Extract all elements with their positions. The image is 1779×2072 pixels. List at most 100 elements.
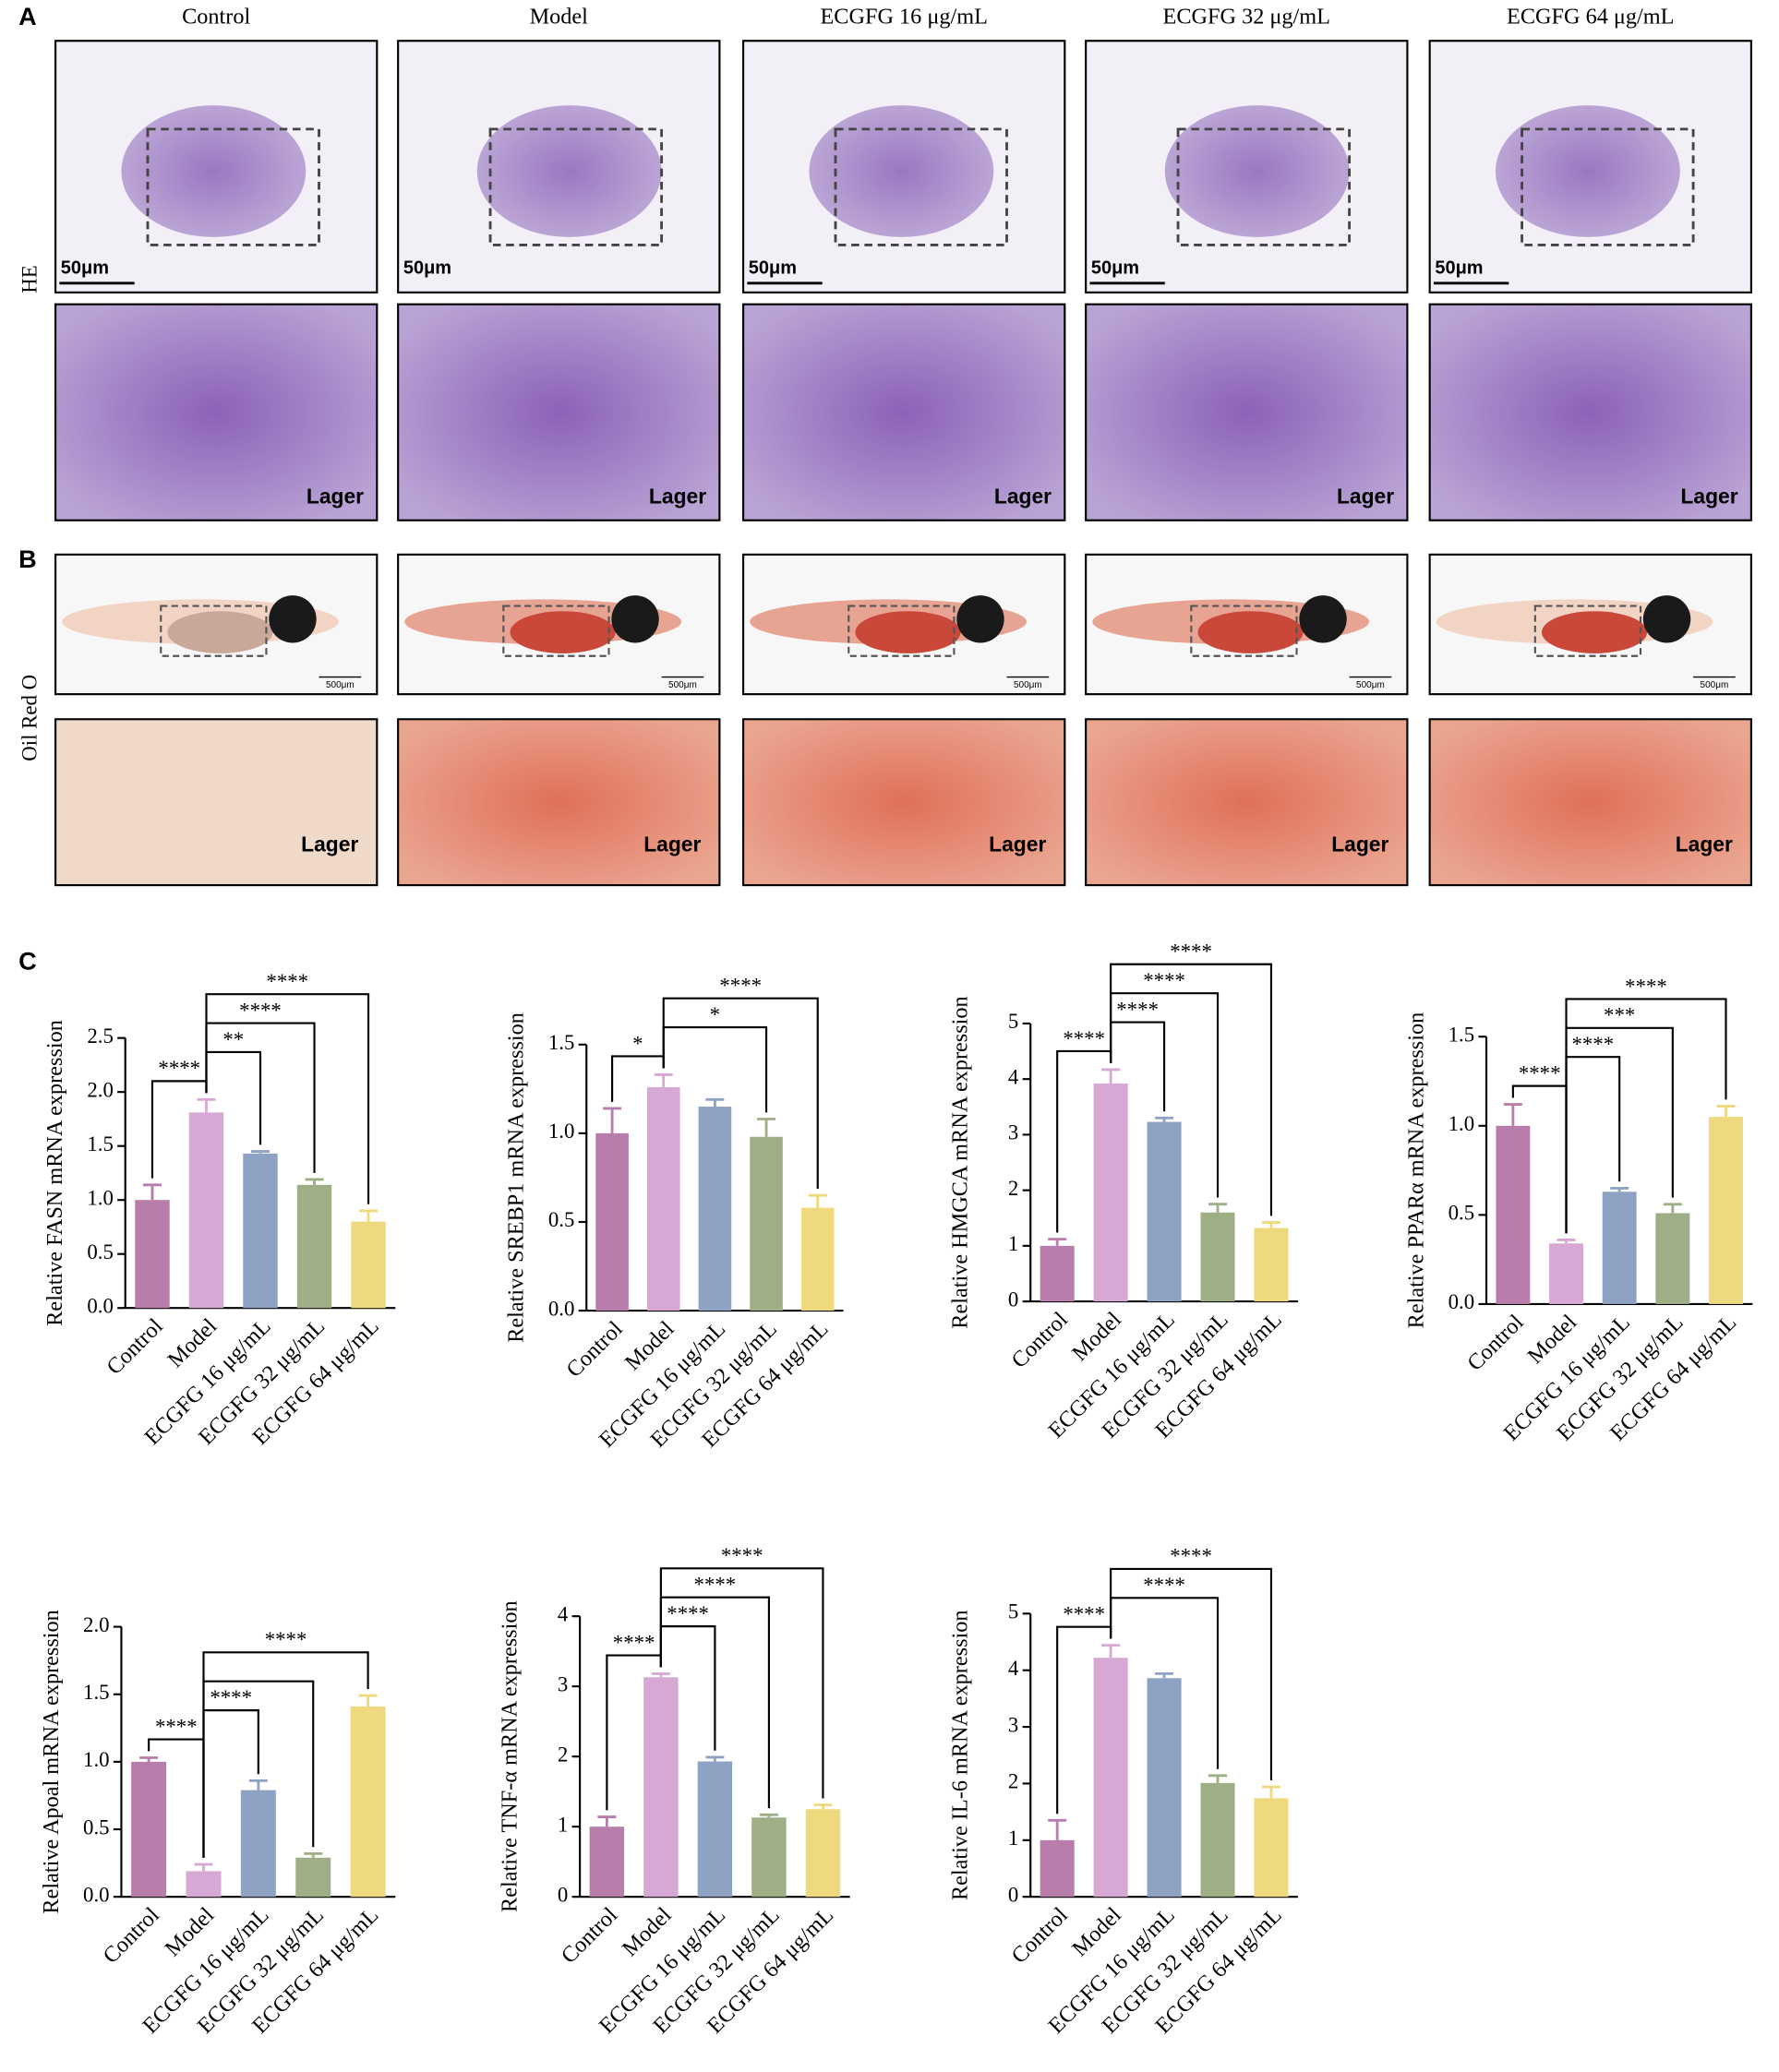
y-tick-label: 0.5 (87, 1240, 114, 1264)
fish-gut (510, 611, 616, 653)
zoom-box (1176, 127, 1352, 246)
significance-label: **** (239, 999, 282, 1022)
significance-bracket (1110, 1567, 1273, 1780)
column-header: ECGFG 16 μg/mL (820, 5, 987, 30)
y-tick-label: 2 (558, 1743, 568, 1766)
significance-label: **** (721, 1544, 763, 1567)
fish-eye (611, 595, 659, 643)
zoom-label: Lager (649, 485, 706, 509)
he-tissue (1496, 105, 1680, 237)
scale-label: 50μm (749, 258, 797, 278)
y-tick-label: 4 (1008, 1065, 1019, 1088)
significance-label: * (710, 1003, 720, 1026)
zoom-label: Lager (643, 832, 701, 856)
significance-label: **** (719, 974, 762, 997)
column-header: ECGFG 64 μg/mL (1507, 5, 1674, 30)
significance-label: **** (667, 1602, 709, 1625)
bar (1549, 1243, 1583, 1304)
significance-bracket (662, 997, 819, 1190)
he-zoom (54, 303, 379, 521)
y-tick-label: 0 (558, 1883, 568, 1906)
zoom-label: Lager (1680, 485, 1737, 509)
fish-gut (1197, 611, 1304, 653)
significance-bracket (1565, 998, 1727, 1234)
bar (1200, 1212, 1235, 1302)
x-tick-label: Control (1006, 1902, 1073, 1969)
y-tick-label: 0.5 (83, 1815, 110, 1838)
significance-label: **** (1519, 1061, 1561, 1084)
y-axis-label: Relative FASN mRNA expression (42, 1020, 67, 1326)
zoom-box (146, 127, 320, 246)
bar (805, 1809, 841, 1898)
scale-label: 500μm (668, 680, 697, 690)
x-tick-label: Control (1006, 1307, 1073, 1373)
bar (1254, 1228, 1289, 1302)
fish-eye (956, 595, 1004, 643)
significance-label: **** (1572, 1033, 1615, 1056)
bar (186, 1871, 222, 1898)
y-tick-label: 1 (1008, 1826, 1018, 1850)
zoom-box (160, 605, 268, 657)
bar (1040, 1245, 1075, 1302)
scale-label: 50μm (1435, 258, 1483, 278)
y-tick-label: 0.0 (87, 1294, 114, 1317)
significance-label: * (632, 1032, 643, 1055)
scale-label: 500μm (1014, 680, 1042, 690)
significance-label: **** (158, 1057, 200, 1080)
he-zoom (397, 303, 721, 521)
bar (296, 1184, 332, 1309)
significance-label: **** (1143, 1574, 1185, 1597)
x-tick-label: Control (102, 1313, 168, 1380)
he-zoom (1085, 303, 1409, 521)
zoom-box (1533, 605, 1642, 657)
panel-label: B (18, 545, 37, 573)
y-tick-label: 1.5 (548, 1031, 575, 1054)
y-tick-label: 0.5 (548, 1208, 575, 1231)
fish-gut (855, 611, 961, 653)
x-tick-label: Control (561, 1316, 628, 1383)
y-tick-label: 5 (1008, 1010, 1018, 1033)
y-tick-label: 5 (1008, 1600, 1018, 1623)
bar (1200, 1782, 1235, 1898)
he-zoom (742, 303, 1066, 521)
bar (1040, 1839, 1075, 1898)
bar (240, 1790, 276, 1898)
bar (646, 1086, 680, 1311)
y-tick-label: 2 (1008, 1177, 1018, 1200)
bar (188, 1112, 224, 1309)
bar (1254, 1798, 1289, 1898)
bar (589, 1826, 625, 1898)
bar (131, 1761, 167, 1898)
zoom-label: Lager (1331, 832, 1388, 856)
significance-label: **** (1143, 969, 1185, 992)
panel-label: C (18, 946, 37, 975)
bar (1496, 1125, 1531, 1304)
scale-label: 500μm (326, 680, 355, 690)
significance-label: **** (1063, 1603, 1105, 1626)
column-header: Control (182, 5, 250, 30)
y-tick-label: 3 (558, 1672, 568, 1695)
bar (595, 1132, 629, 1311)
y-tick-label: 1.0 (83, 1748, 110, 1771)
fish-eye (1299, 595, 1347, 643)
bar (750, 1136, 783, 1311)
fish-gut (1541, 611, 1648, 653)
significance-bracket (1110, 963, 1273, 1216)
y-tick-label: 0.0 (83, 1883, 110, 1906)
y-tick-label: 2.5 (87, 1024, 114, 1048)
scale-label: 50μm (403, 258, 451, 278)
bar (350, 1706, 386, 1898)
x-tick-label: Control (557, 1902, 623, 1969)
significance-label: ** (222, 1028, 244, 1051)
bar (1655, 1213, 1690, 1304)
fish-eye (1642, 595, 1691, 643)
zoom-box (847, 605, 956, 657)
y-tick-label: 1.5 (87, 1132, 114, 1156)
significance-label: **** (1116, 998, 1159, 1021)
bar (698, 1107, 732, 1311)
y-axis-label: Relative Apoal mRNA expression (39, 1610, 64, 1913)
bar (135, 1200, 170, 1309)
fish-gut (167, 611, 273, 653)
row-label: Oil Red O (18, 675, 42, 761)
